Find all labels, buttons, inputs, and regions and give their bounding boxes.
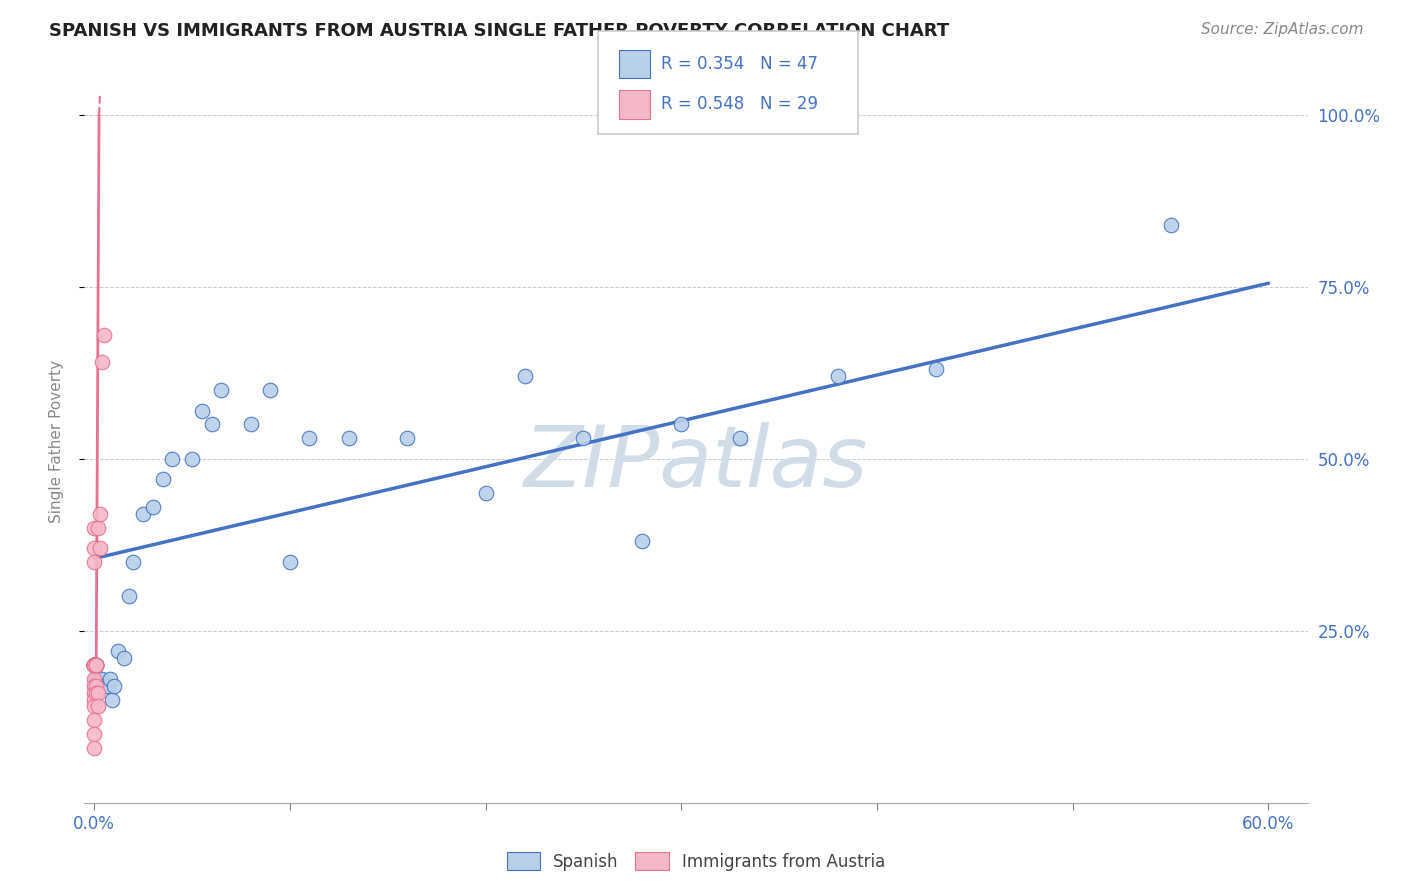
Point bbox=[83, 658, 105, 673]
Point bbox=[118, 590, 141, 604]
Point bbox=[259, 383, 281, 397]
Text: R = 0.548   N = 29: R = 0.548 N = 29 bbox=[661, 95, 818, 113]
Y-axis label: Single Father Poverty: Single Father Poverty bbox=[49, 360, 63, 523]
Point bbox=[396, 431, 419, 445]
Point bbox=[152, 472, 174, 486]
Point bbox=[83, 658, 105, 673]
Point bbox=[239, 417, 262, 432]
Point bbox=[91, 355, 114, 369]
Point bbox=[83, 658, 105, 673]
Point bbox=[84, 679, 107, 693]
Point bbox=[83, 658, 105, 673]
Point bbox=[87, 672, 110, 686]
Point bbox=[191, 403, 214, 417]
Point bbox=[84, 658, 107, 673]
Text: SPANISH VS IMMIGRANTS FROM AUSTRIA SINGLE FATHER POVERTY CORRELATION CHART: SPANISH VS IMMIGRANTS FROM AUSTRIA SINGL… bbox=[49, 22, 949, 40]
Point bbox=[83, 727, 105, 741]
Point bbox=[83, 520, 105, 534]
Text: Source: ZipAtlas.com: Source: ZipAtlas.com bbox=[1201, 22, 1364, 37]
Point bbox=[83, 658, 105, 673]
Point bbox=[83, 658, 105, 673]
Point bbox=[87, 520, 110, 534]
Point bbox=[122, 555, 145, 569]
Point bbox=[728, 431, 751, 445]
Point bbox=[93, 327, 115, 342]
Point bbox=[162, 451, 184, 466]
Point bbox=[200, 417, 222, 432]
Point bbox=[142, 500, 165, 514]
Point bbox=[98, 672, 121, 686]
Point bbox=[83, 679, 105, 693]
Point bbox=[84, 658, 107, 673]
Point bbox=[83, 658, 105, 673]
Point bbox=[112, 651, 135, 665]
Text: R = 0.354   N = 47: R = 0.354 N = 47 bbox=[661, 55, 818, 73]
Point bbox=[83, 541, 105, 556]
Point bbox=[89, 541, 111, 556]
Point bbox=[298, 431, 321, 445]
Point bbox=[278, 555, 301, 569]
Point bbox=[89, 672, 111, 686]
Point bbox=[97, 679, 120, 693]
Point bbox=[83, 658, 105, 673]
Point bbox=[97, 679, 120, 693]
Point bbox=[84, 686, 107, 700]
Point bbox=[84, 672, 107, 686]
Point bbox=[87, 672, 110, 686]
Point bbox=[89, 507, 111, 521]
Text: ZIPatlas: ZIPatlas bbox=[524, 422, 868, 505]
Point bbox=[513, 369, 536, 384]
Point bbox=[100, 692, 122, 706]
Point bbox=[474, 486, 496, 500]
Point bbox=[83, 699, 105, 714]
Point bbox=[925, 362, 948, 376]
Point bbox=[84, 658, 107, 673]
Point bbox=[209, 383, 232, 397]
Point bbox=[103, 679, 125, 693]
Point bbox=[83, 658, 105, 673]
Point bbox=[132, 507, 155, 521]
Point bbox=[631, 534, 654, 549]
Point bbox=[83, 658, 105, 673]
Point bbox=[181, 451, 204, 466]
Point bbox=[84, 658, 107, 673]
Point bbox=[827, 369, 849, 384]
Point bbox=[572, 431, 595, 445]
Point bbox=[1160, 218, 1182, 232]
Point bbox=[83, 658, 105, 673]
Point bbox=[87, 699, 110, 714]
Point bbox=[84, 658, 107, 673]
Point bbox=[83, 555, 105, 569]
Point bbox=[84, 658, 107, 673]
Legend: Spanish, Immigrants from Austria: Spanish, Immigrants from Austria bbox=[501, 846, 891, 878]
Point bbox=[107, 644, 129, 658]
Point bbox=[87, 686, 110, 700]
Point bbox=[83, 692, 105, 706]
Point bbox=[337, 431, 360, 445]
Point bbox=[83, 672, 105, 686]
Point bbox=[83, 686, 105, 700]
Point bbox=[83, 740, 105, 755]
Point bbox=[83, 658, 105, 673]
Point bbox=[91, 672, 114, 686]
Point bbox=[671, 417, 693, 432]
Point bbox=[83, 713, 105, 727]
Point bbox=[93, 679, 115, 693]
